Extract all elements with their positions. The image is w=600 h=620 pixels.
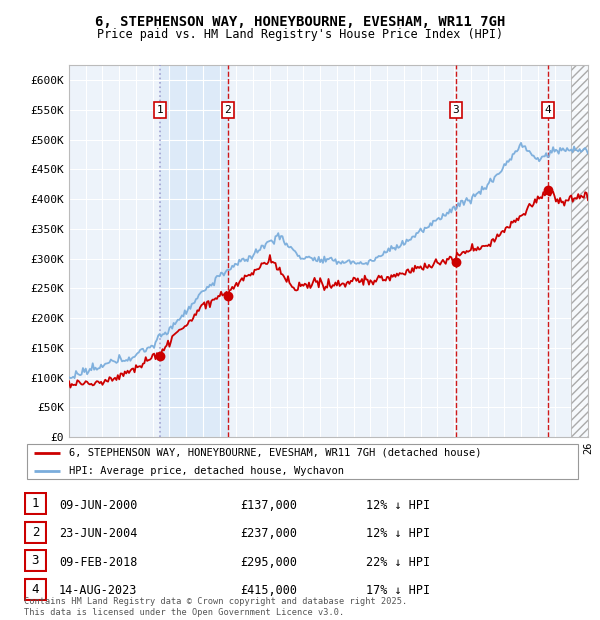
Text: 12% ↓ HPI: 12% ↓ HPI: [366, 527, 430, 540]
Text: 23-JUN-2004: 23-JUN-2004: [59, 527, 137, 540]
FancyBboxPatch shape: [25, 521, 46, 542]
FancyBboxPatch shape: [27, 443, 578, 479]
Text: Price paid vs. HM Land Registry's House Price Index (HPI): Price paid vs. HM Land Registry's House …: [97, 28, 503, 41]
FancyBboxPatch shape: [25, 578, 46, 600]
Text: 3: 3: [32, 554, 39, 567]
Point: [155, 350, 165, 360]
Point: [451, 257, 461, 267]
Text: 14-AUG-2023: 14-AUG-2023: [59, 584, 137, 597]
Text: 17% ↓ HPI: 17% ↓ HPI: [366, 584, 430, 597]
Text: 4: 4: [545, 105, 551, 115]
Bar: [571, 65, 596, 437]
Text: 09-JUN-2000: 09-JUN-2000: [59, 498, 137, 511]
Text: 1: 1: [157, 105, 163, 115]
FancyBboxPatch shape: [25, 550, 46, 571]
Text: HPI: Average price, detached house, Wychavon: HPI: Average price, detached house, Wych…: [68, 466, 344, 476]
Point: [544, 185, 553, 195]
Text: £415,000: £415,000: [240, 584, 297, 597]
Bar: [571, 65, 596, 437]
Text: 6, STEPHENSON WAY, HONEYBOURNE, EVESHAM, WR11 7GH (detached house): 6, STEPHENSON WAY, HONEYBOURNE, EVESHAM,…: [68, 448, 481, 458]
Text: 09-FEB-2018: 09-FEB-2018: [59, 556, 137, 569]
Text: £237,000: £237,000: [240, 527, 297, 540]
Point: [223, 291, 233, 301]
Text: £295,000: £295,000: [240, 556, 297, 569]
Text: 22% ↓ HPI: 22% ↓ HPI: [366, 556, 430, 569]
Text: 2: 2: [224, 105, 231, 115]
Text: £137,000: £137,000: [240, 498, 297, 511]
Text: 4: 4: [32, 583, 39, 596]
Text: 12% ↓ HPI: 12% ↓ HPI: [366, 498, 430, 511]
Bar: [160, 65, 228, 437]
Text: Contains HM Land Registry data © Crown copyright and database right 2025.
This d: Contains HM Land Registry data © Crown c…: [24, 598, 407, 617]
Text: 6, STEPHENSON WAY, HONEYBOURNE, EVESHAM, WR11 7GH: 6, STEPHENSON WAY, HONEYBOURNE, EVESHAM,…: [95, 16, 505, 30]
FancyBboxPatch shape: [25, 493, 46, 514]
Text: 2: 2: [32, 526, 39, 539]
Text: 3: 3: [452, 105, 459, 115]
Text: 1: 1: [32, 497, 39, 510]
